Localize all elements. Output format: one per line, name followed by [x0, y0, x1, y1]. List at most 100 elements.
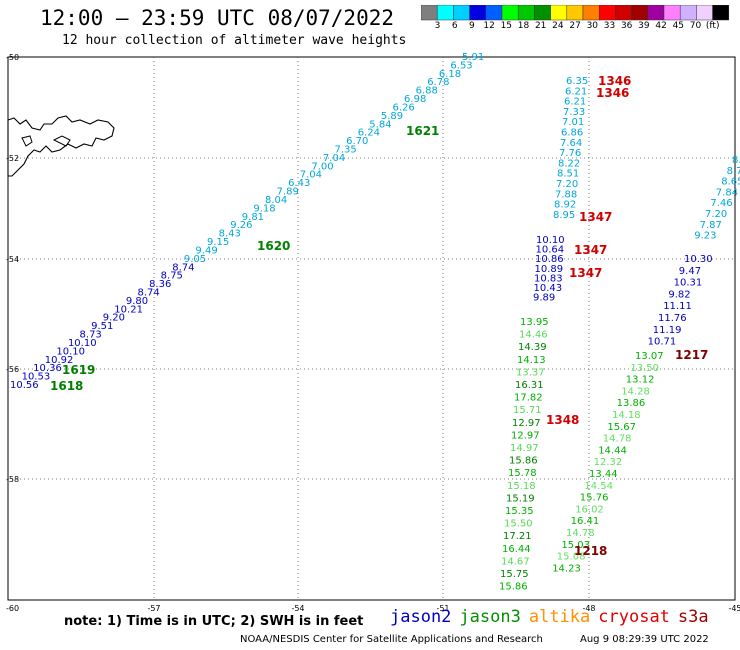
scale-label: 36 — [620, 21, 633, 31]
wave-height-value: 15.78 — [508, 468, 537, 479]
wave-height-value: 11.76 — [658, 313, 687, 324]
legend-cryosat: cryosat — [598, 607, 670, 627]
scale-label: 18 — [517, 21, 530, 31]
wave-height-value: 7.46 — [710, 198, 732, 209]
wave-height-value: 7.33 — [563, 107, 585, 118]
wave-height-value: 12.97 — [511, 430, 540, 441]
wave-height-value: 13.44 — [589, 469, 618, 480]
wave-height-value: 10.10 — [68, 338, 97, 349]
wave-height-value: 7.01 — [562, 117, 584, 128]
wave-height-value: 6.24 — [358, 128, 380, 139]
wave-height-value: 14.97 — [510, 443, 539, 454]
scale-label: 27 — [569, 21, 581, 31]
wave-height-value: 7.87 — [700, 220, 722, 231]
wave-height-value: 9.51 — [91, 321, 113, 332]
wave-height-value: 9.82 — [668, 289, 690, 300]
wave-height-value: 10.10 — [536, 235, 565, 246]
wave-height-value: 6.78 — [427, 77, 449, 88]
wave-height-value: 5.91 — [462, 52, 484, 63]
wave-height-value: 7.04 — [300, 170, 322, 181]
pass-time-label: 1620 — [257, 239, 290, 253]
wave-height-value: 9.15 — [207, 237, 229, 248]
pass-time-label: 1347 — [579, 210, 612, 224]
scale-label: 3 — [434, 21, 441, 31]
scale-label: (ft) — [705, 21, 720, 31]
wave-height-value: 13.37 — [516, 367, 545, 378]
wave-height-value: 14.28 — [621, 386, 650, 397]
wave-height-value: 7.35 — [335, 145, 357, 156]
map-frame — [7, 56, 736, 601]
wave-height-value: 10.30 — [684, 254, 713, 265]
wave-height-value: 14.78 — [603, 434, 632, 445]
longitude-label: -60 — [6, 604, 19, 613]
wave-height-value: 16.41 — [571, 516, 600, 527]
pass-time-label: 1618 — [50, 379, 83, 393]
wave-height-value: 15.50 — [504, 519, 533, 530]
wave-height-value: 15.75 — [500, 569, 529, 580]
pass-time-label: 1348 — [546, 413, 579, 427]
wave-height-value: 10.71 — [648, 337, 677, 348]
latitude-label: -58 — [6, 475, 19, 484]
wave-height-value: 5.84 — [369, 119, 391, 130]
map-subtitle: 12 hour collection of altimeter wave hei… — [62, 33, 407, 48]
wave-height-value: 13.95 — [520, 317, 549, 328]
wave-height-value: 8.75 — [161, 271, 183, 282]
latitude-label: -56 — [6, 365, 19, 374]
wave-height-value: 17.21 — [503, 531, 532, 542]
wave-height-value: 10.89 — [535, 264, 564, 275]
wave-height-value: 8.74 — [172, 262, 194, 273]
wave-height-value: 16.31 — [515, 380, 544, 391]
longitude-label: -54 — [291, 604, 304, 613]
wave-height-value: 8.36 — [149, 279, 171, 290]
wave-height-value: 13.07 — [635, 351, 664, 362]
wave-height-value: 7.20 — [556, 179, 578, 190]
scale-label: 21 — [534, 21, 547, 31]
longitude-label: -48 — [582, 604, 595, 613]
wave-height-value: 10.10 — [56, 346, 85, 357]
wave-height-value: 6.21 — [564, 97, 586, 108]
wave-height-value: 14.13 — [517, 355, 546, 366]
longitude-label: -57 — [147, 604, 160, 613]
longitude-label: -45 — [728, 604, 740, 613]
wave-height-value: 10.21 — [114, 304, 143, 315]
wave-height-value: 6.98 — [404, 94, 426, 105]
longitude-label: -51 — [436, 604, 449, 613]
wave-height-value: 10.53 — [22, 372, 51, 383]
wave-height-value: 14.18 — [612, 410, 641, 421]
wave-height-value: 7.89 — [277, 187, 299, 198]
scale-label: 15 — [500, 21, 513, 31]
wave-height-value: 6.35 — [566, 76, 588, 87]
legend-s3a: s3a — [677, 607, 709, 627]
wave-height-value: 7.04 — [323, 153, 345, 164]
legend-jason2: jason2 — [390, 607, 452, 627]
wave-height-value: 7.20 — [705, 209, 727, 220]
wave-height-value: 14.39 — [518, 342, 547, 353]
wave-height-value: 14.44 — [598, 445, 627, 456]
wave-height-value: 8.43 — [219, 229, 241, 240]
wave-height-value: 14.23 — [552, 563, 581, 574]
wave-height-value: 15.08 — [557, 552, 586, 563]
scale-label: 12 — [483, 21, 495, 31]
wave-height-value: 6.26 — [392, 102, 414, 113]
wave-height-value: 6.53 — [450, 60, 472, 71]
wave-height-value: 17.82 — [514, 393, 543, 404]
wave-height-value: 10.92 — [45, 355, 74, 366]
wave-height-value: 10.83 — [534, 273, 563, 284]
scale-label: 70 — [689, 21, 702, 31]
wave-height-value: 6.18 — [439, 69, 461, 80]
color-scale-labels: 3 6 9 12 15 18 21 24 27 30 33 36 39 42 45 70 (ft) — [421, 21, 731, 35]
wave-height-value: 14.67 — [501, 556, 530, 567]
latitude-label: -50 — [6, 53, 19, 62]
wave-height-value: 10.36 — [33, 363, 62, 374]
wave-height-value: 8.22 — [558, 158, 580, 169]
wave-height-value: 7.88 — [555, 189, 577, 200]
wave-height-value: 9.49 — [195, 245, 217, 256]
wave-height-value: 16.44 — [502, 544, 531, 555]
wave-height-value: 15.35 — [505, 506, 534, 517]
wave-height-value: 13.86 — [617, 398, 646, 409]
scale-label: 45 — [672, 21, 685, 31]
wave-height-value: 15.86 — [499, 582, 528, 593]
wave-height-value: 12.32 — [594, 457, 623, 468]
wave-height-value: 6.70 — [346, 136, 368, 147]
